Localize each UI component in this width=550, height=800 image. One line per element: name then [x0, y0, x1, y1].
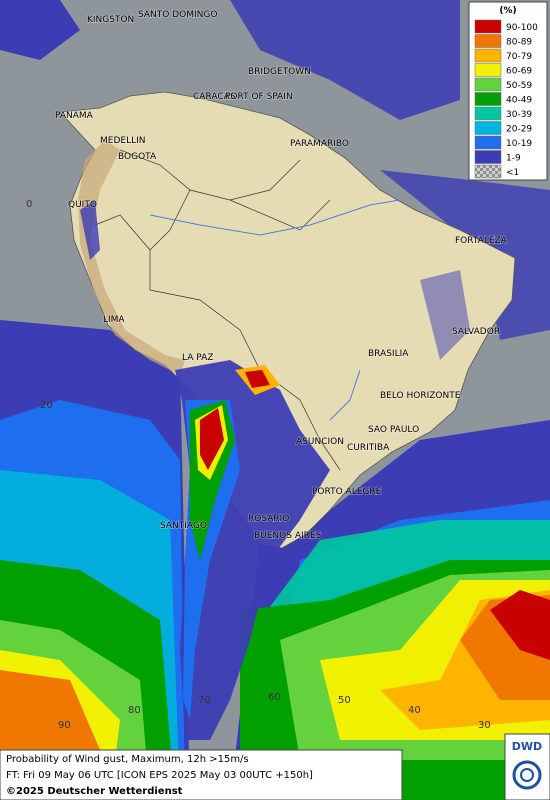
legend-label: 60-69: [506, 67, 532, 77]
lon-label: 80: [128, 705, 141, 716]
field-area: [420, 270, 470, 360]
field-area: [0, 670, 100, 760]
legend-swatch: [474, 92, 502, 106]
city-label: BELO HORIZONTE: [380, 391, 461, 401]
legend-label: 40-49: [506, 96, 532, 106]
legend-swatch: [474, 150, 502, 164]
city-label: BOGOTA: [118, 152, 157, 162]
legend-swatch: [474, 34, 502, 48]
city-label: ROSARIO: [248, 514, 289, 524]
city-label: PARAMARIBO: [290, 139, 349, 149]
legend-label: 50-59: [506, 81, 532, 91]
footer-box: [0, 749, 403, 800]
land: [59, 91, 516, 549]
city-label: ASUNCION: [296, 437, 344, 447]
legend-label: 10-19: [506, 139, 532, 149]
field-area: [80, 200, 100, 260]
city-label: BRIDGETOWN: [248, 67, 311, 77]
footer-line2: FT: Fri 09 May 06 UTC [ICON EPS 2025 May…: [6, 770, 313, 781]
land-probability: [80, 200, 470, 740]
legend-swatch: [474, 63, 502, 77]
city-label: QUITO: [68, 200, 97, 210]
lon-label: 60: [268, 692, 281, 703]
city-label: BUENOS AIRES: [254, 531, 322, 541]
city-label: PORT OF SPAIN: [225, 92, 293, 102]
logo-icon: [512, 760, 542, 790]
city-label: LIMA: [103, 315, 125, 325]
borders: [94, 149, 341, 471]
legend-swatch: [474, 135, 502, 150]
city-label: SANTIAGO: [160, 521, 207, 531]
legend-label: 90-100: [506, 23, 538, 33]
footer: Probability of Wind gust, Maximum, 12h >…: [0, 733, 550, 800]
field-area: [490, 590, 550, 660]
lon-label: 90: [58, 720, 71, 731]
city-label: LA PAZ: [182, 353, 213, 363]
legend-label: 30-39: [506, 110, 532, 120]
logo-text: DWD: [512, 740, 542, 753]
city-label: KINGSTON: [87, 15, 134, 25]
andes: [78, 140, 185, 375]
logo-icon-inner: [520, 768, 534, 782]
legend-swatch: [474, 164, 502, 179]
field-area: [230, 0, 460, 120]
legend-swatch: [474, 106, 502, 121]
footer-line1: Probability of Wind gust, Maximum, 12h >…: [6, 754, 249, 765]
city-label: CURITIBA: [347, 443, 390, 453]
city-label: SANTO DOMINGO: [138, 10, 217, 20]
labels: KINGSTON SANTO DOMINGOBRIDGETOWNCARACASPO…: [26, 9, 508, 731]
city-label: PORTO ALEGRE: [312, 487, 382, 497]
field-area: [200, 408, 224, 470]
lon-label: 40: [408, 705, 421, 716]
lon-label: 30: [478, 720, 491, 731]
legend-title: (%): [499, 6, 516, 16]
lat-label: 20: [40, 400, 53, 411]
city-label: SAO PAULO: [368, 425, 419, 435]
city-label: MEDELLIN: [100, 136, 145, 146]
legend-label: 20-29: [506, 125, 532, 135]
footer-line3: ©2025 Deutscher Wetterdienst: [6, 786, 183, 797]
lon-label: 50: [338, 695, 351, 706]
city-label: FORTALEZA: [455, 236, 508, 246]
lat-label: 0: [26, 199, 32, 210]
city-label: PANAMA: [55, 111, 94, 121]
rivers: [149, 199, 401, 421]
legend-swatch: [474, 121, 502, 135]
legend-swatch: [474, 77, 502, 92]
city-label: SALVADOR: [452, 327, 500, 337]
legend-label: 70-79: [506, 52, 532, 62]
city-label: BRASILIA: [368, 349, 409, 359]
legend-label: 80-89: [506, 38, 532, 48]
legend: (%) 90-100 80-89 70-79 60-69 50-59 40-49 30-39…: [468, 1, 548, 181]
lon-label: 70: [198, 695, 211, 706]
legend-swatch: [474, 19, 502, 34]
legend-label: 1-9: [506, 154, 521, 164]
field-area: [0, 0, 80, 60]
city-label: CARACAS: [193, 92, 236, 102]
field-area: [245, 370, 270, 388]
legend-label: <1: [506, 168, 519, 178]
legend-swatch: [474, 48, 502, 63]
